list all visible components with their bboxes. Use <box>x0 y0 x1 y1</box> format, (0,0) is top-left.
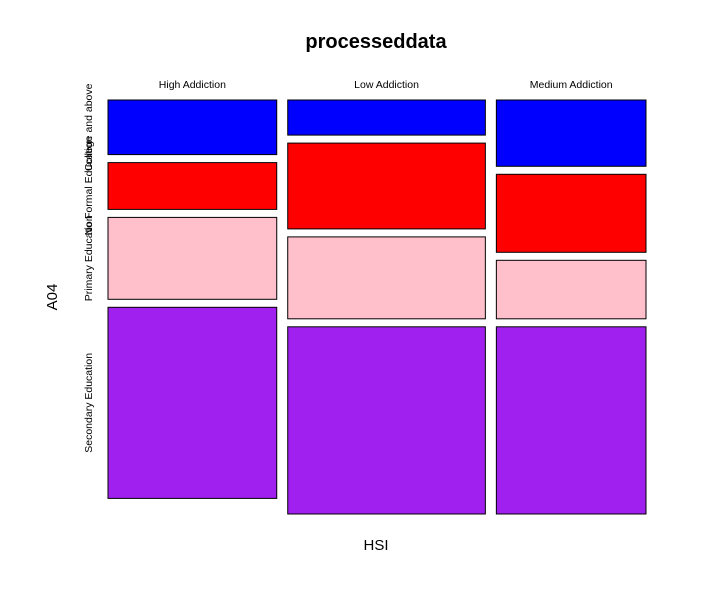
x-tick-labels: High Addiction Low Addiction Medium Addict… <box>159 79 613 91</box>
mosaic-cell-low-addiction-no-formal-education <box>287 142 486 230</box>
y-tick-label-no-formal-education: No Formal Education <box>83 137 95 236</box>
x-axis-label: HSI <box>363 537 388 554</box>
y-tick-label-college-and-above: College and above <box>83 83 95 171</box>
mosaic-cell-high-addiction-secondary-education <box>107 306 278 499</box>
mosaic-cell-medium-addiction-no-formal-education <box>495 173 647 253</box>
mosaic-cell-low-addiction-primary-education <box>287 236 486 320</box>
mosaic-cell-medium-addiction-primary-education <box>495 259 647 320</box>
mosaic-cell-medium-addiction-college-and-above <box>495 99 647 167</box>
x-tick-label-high-addiction: High Addiction <box>159 79 226 91</box>
mosaic-cell-high-addiction-college-and-above <box>107 99 278 156</box>
mosaic-cell-low-addiction-secondary-education <box>287 326 486 515</box>
mosaic-cells <box>107 99 647 515</box>
x-tick-label-medium-addiction: Medium Addiction <box>530 79 613 91</box>
mosaic-cell-high-addiction-no-formal-education <box>107 162 278 210</box>
y-tick-label-primary-education: Primary Education <box>83 215 95 301</box>
x-tick-label-low-addiction: Low Addiction <box>354 79 419 91</box>
mosaic-cell-high-addiction-primary-education <box>107 216 278 300</box>
y-tick-label-secondary-education: Secondary Education <box>83 353 95 453</box>
mosaic-cell-low-addiction-college-and-above <box>287 99 486 136</box>
mosaic-cell-medium-addiction-secondary-education <box>495 326 647 515</box>
y-axis-label: A04 <box>44 284 61 311</box>
chart-title: processeddata <box>305 31 447 53</box>
